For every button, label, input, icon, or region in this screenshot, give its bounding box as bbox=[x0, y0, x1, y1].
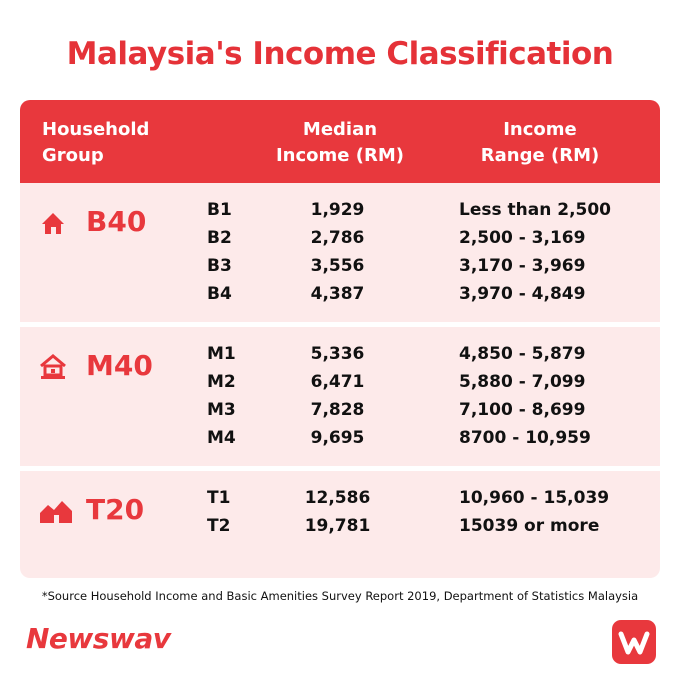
group-section bbox=[20, 327, 660, 466]
header-cell: Household Group bbox=[42, 119, 150, 166]
median-income: 3,556 bbox=[310, 256, 365, 276]
row-code: B4 bbox=[207, 284, 232, 304]
median-income: 9,695 bbox=[310, 428, 365, 448]
median-income: 1,929 bbox=[310, 200, 365, 220]
income-range: Less than 2,500 bbox=[459, 200, 612, 220]
group-label: M40 bbox=[86, 349, 153, 382]
footnote: *Source Household Income and Basic Ameni… bbox=[41, 589, 639, 603]
header-cell: Income Range (RM) bbox=[480, 119, 600, 166]
row-code: M3 bbox=[207, 400, 236, 420]
brand-logo: Newswav bbox=[26, 622, 171, 655]
income-range: 8700 - 10,959 bbox=[459, 428, 591, 448]
group-label: B40 bbox=[86, 205, 147, 238]
income-range: 5,880 - 7,099 bbox=[459, 372, 586, 392]
income-range: 7,100 - 8,699 bbox=[459, 400, 586, 420]
income-range: 2,500 - 3,169 bbox=[459, 228, 586, 248]
row-code: T1 bbox=[207, 488, 231, 508]
median-income: 4,387 bbox=[310, 284, 365, 304]
group-icon bbox=[42, 213, 64, 234]
group-section bbox=[20, 183, 660, 322]
row-code: B2 bbox=[207, 228, 232, 248]
median-income: 6,471 bbox=[310, 372, 365, 392]
income-range: 10,960 - 15,039 bbox=[459, 488, 610, 508]
income-range: 3,170 - 3,969 bbox=[459, 256, 586, 276]
app-icon bbox=[612, 620, 656, 664]
group-section bbox=[20, 471, 660, 578]
group-icon bbox=[40, 354, 66, 379]
group-icon bbox=[40, 501, 72, 523]
group-label: T20 bbox=[86, 493, 145, 526]
median-income: 2,786 bbox=[310, 228, 365, 248]
income-range: 4,850 - 5,879 bbox=[459, 344, 586, 364]
row-code: M2 bbox=[207, 372, 236, 392]
median-income: 12,586 bbox=[304, 488, 371, 508]
row-code: M4 bbox=[207, 428, 236, 448]
income-range: 3,970 - 4,849 bbox=[459, 284, 586, 304]
row-code: T2 bbox=[207, 516, 231, 536]
median-income: 7,828 bbox=[310, 400, 365, 420]
table-header bbox=[20, 100, 660, 183]
median-income: 5,336 bbox=[310, 344, 365, 364]
row-code: M1 bbox=[207, 344, 236, 364]
header-cell: Median Income (RM) bbox=[275, 119, 404, 166]
title: Malaysia's Income Classification bbox=[66, 36, 614, 72]
row-code: B3 bbox=[207, 256, 232, 276]
income-range: 15039 or more bbox=[459, 516, 600, 536]
median-income: 19,781 bbox=[304, 516, 371, 536]
row-code: B1 bbox=[207, 200, 232, 220]
